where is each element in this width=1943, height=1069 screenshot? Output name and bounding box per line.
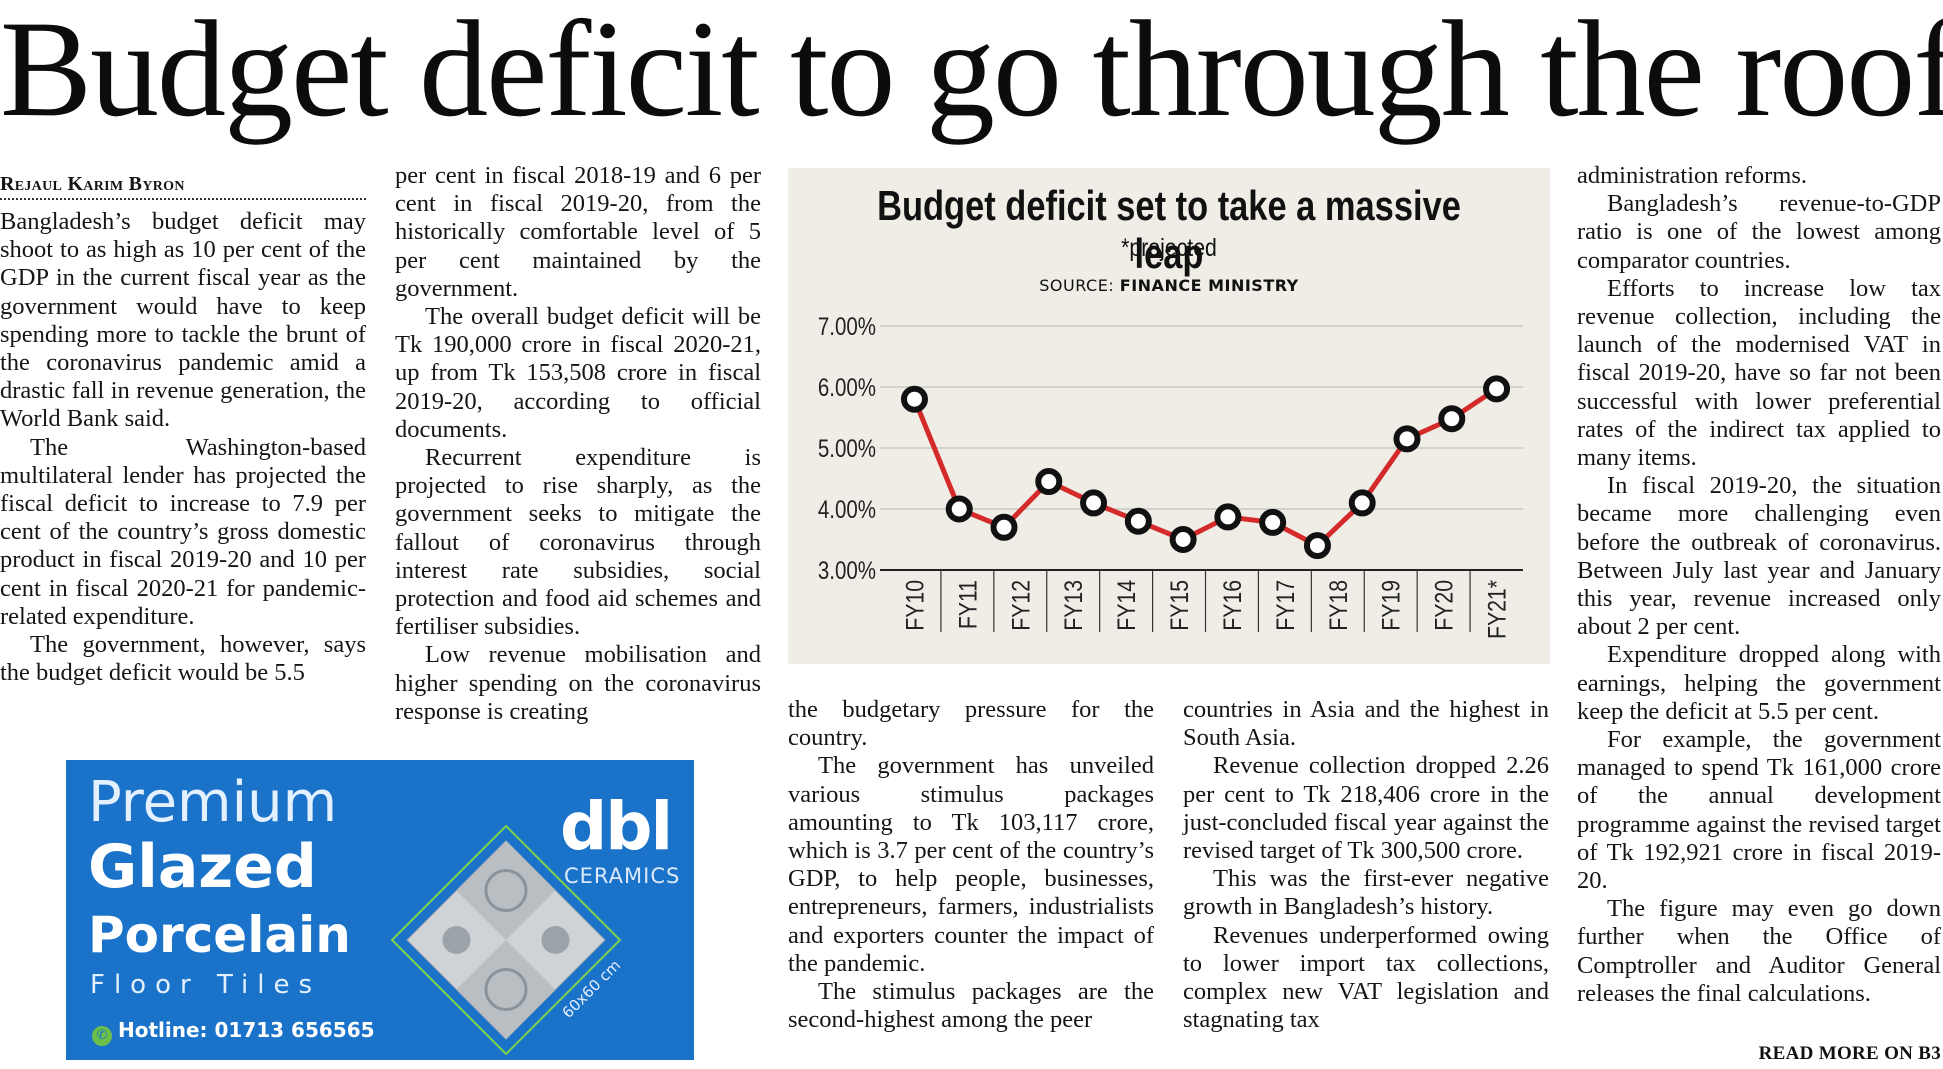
paragraph: The Washington-based multilateral lender… <box>0 433 366 630</box>
ad-line-porcelain: Porcelain <box>88 906 351 964</box>
chart-source-label: SOURCE: <box>1039 276 1115 295</box>
data-point <box>1348 489 1376 517</box>
x-tick-label: FY10 <box>901 580 929 631</box>
x-tick-label: FY20 <box>1430 580 1458 631</box>
ad-line-premium: Premium <box>88 770 338 835</box>
ad-hotline-text: Hotline: 01713 656565 <box>118 1018 375 1042</box>
paragraph: For example, the government managed to s… <box>1577 726 1941 895</box>
x-tick-label: FY15 <box>1165 580 1193 631</box>
y-tick-label: 4.00% <box>818 495 876 523</box>
x-tick-label: FY18 <box>1324 580 1352 631</box>
ad-hotline: ✆ Hotline: 01713 656565 <box>92 1018 375 1046</box>
y-tick-label: 6.00% <box>818 373 876 401</box>
ad-line-glazed: Glazed <box>88 832 317 902</box>
paragraph: Recurrent expenditure is projected to ri… <box>395 444 761 641</box>
paragraph: The overall budget deficit will be Tk 19… <box>395 303 761 443</box>
y-tick-label: 3.00% <box>818 556 876 584</box>
data-point <box>1303 532 1331 560</box>
x-tick-label: FY11 <box>954 580 982 629</box>
paragraph: This was the first-ever negative growth … <box>1183 865 1549 921</box>
y-tick-label: 7.00% <box>818 312 876 340</box>
paragraph: Bangladesh’s budget deficit may shoot to… <box>0 208 366 433</box>
data-point <box>1080 489 1108 517</box>
phone-icon: ✆ <box>92 1026 112 1046</box>
data-point <box>1393 425 1421 453</box>
article-column-5: administration reforms. Bangladesh’s rev… <box>1577 162 1941 1008</box>
data-point <box>1035 468 1063 496</box>
paragraph: The government has unveiled various stim… <box>788 752 1154 977</box>
paragraph: Revenue collection dropped 2.26 per cent… <box>1183 752 1549 865</box>
paragraph: The stimulus packages are the second-hig… <box>788 978 1154 1034</box>
data-point <box>1438 405 1466 433</box>
data-point <box>990 513 1018 541</box>
x-tick-label: FY13 <box>1060 580 1088 631</box>
paragraph: Bangladesh’s revenue-to-GDP ratio is one… <box>1577 190 1941 274</box>
ad-line-floor-tiles: Floor Tiles <box>90 970 322 1000</box>
article-column-1: Rejaul Karim Byron Bangladesh’s budget d… <box>0 166 366 687</box>
col1-paragraphs: Bangladesh’s budget deficit may shoot to… <box>0 208 366 687</box>
ad-brand-sub: CERAMICS <box>564 864 681 888</box>
article-column-3: the budgetary pressure for the country. … <box>788 696 1154 1034</box>
data-point <box>1169 526 1197 553</box>
paragraph: Revenues underperformed owing to lower i… <box>1183 921 1549 1034</box>
chart-subtitle: *projected <box>1121 234 1217 262</box>
paragraph: the budgetary pressure for the country. <box>788 696 1154 752</box>
paragraph: per cent in fiscal 2018-19 and 6 per cen… <box>395 162 761 302</box>
data-point <box>945 495 973 523</box>
headline: Budget deficit to go through the roof <box>0 0 1943 145</box>
advertisement-banner[interactable]: Premium Glazed Porcelain Floor Tiles ✆ Ho… <box>66 760 694 1060</box>
chart-source-name: FINANCE MINISTRY <box>1119 276 1299 295</box>
y-tick-label: 5.00% <box>818 434 876 462</box>
x-tick-label: FY14 <box>1112 580 1140 631</box>
x-tick-label: FY21* <box>1483 580 1511 639</box>
x-tick-label: FY12 <box>1007 580 1035 631</box>
data-point <box>900 385 928 413</box>
paragraph: Low revenue mobilisation and higher spen… <box>395 641 761 725</box>
paragraph: The figure may even go down further when… <box>1577 895 1941 1007</box>
paragraph: Expenditure dropped along with earnings,… <box>1577 641 1941 725</box>
chart-title: Budget deficit set to take a massive lea… <box>877 182 1461 277</box>
article-column-2: per cent in fiscal 2018-19 and 6 per cen… <box>395 162 761 726</box>
paragraph: administration reforms. <box>1577 162 1807 189</box>
x-tick-label: FY17 <box>1271 580 1299 631</box>
chart: Budget deficit set to take a massive lea… <box>788 168 1550 664</box>
byline: Rejaul Karim Byron <box>0 166 366 200</box>
data-point <box>1483 375 1511 403</box>
data-point <box>1259 508 1287 536</box>
data-point <box>1214 503 1242 531</box>
chart-plot: 7.00% 6.00% 5.00% 4.00% 3.00% FY10 FY11 FY12 FY1… <box>818 312 1523 639</box>
chart-source: SOURCE: FINANCE MINISTRY <box>788 276 1550 295</box>
x-tick-label: FY19 <box>1377 580 1405 631</box>
paragraph: In fiscal 2019-20, the situation became … <box>1577 472 1941 641</box>
article-column-4: countries in Asia and the highest in Sou… <box>1183 696 1549 1034</box>
paragraph: countries in Asia and the highest in Sou… <box>1183 696 1549 752</box>
x-tick-label: FY16 <box>1218 580 1246 631</box>
paragraph: The government, however, says the budget… <box>0 631 366 687</box>
tiles-illustration <box>390 824 622 1056</box>
data-point <box>1124 507 1152 535</box>
paragraph: Efforts to increase low tax revenue coll… <box>1577 274 1941 472</box>
ad-brand-logo: dbl <box>560 788 673 865</box>
read-more-link[interactable]: READ MORE ON B3 <box>1758 1043 1941 1064</box>
